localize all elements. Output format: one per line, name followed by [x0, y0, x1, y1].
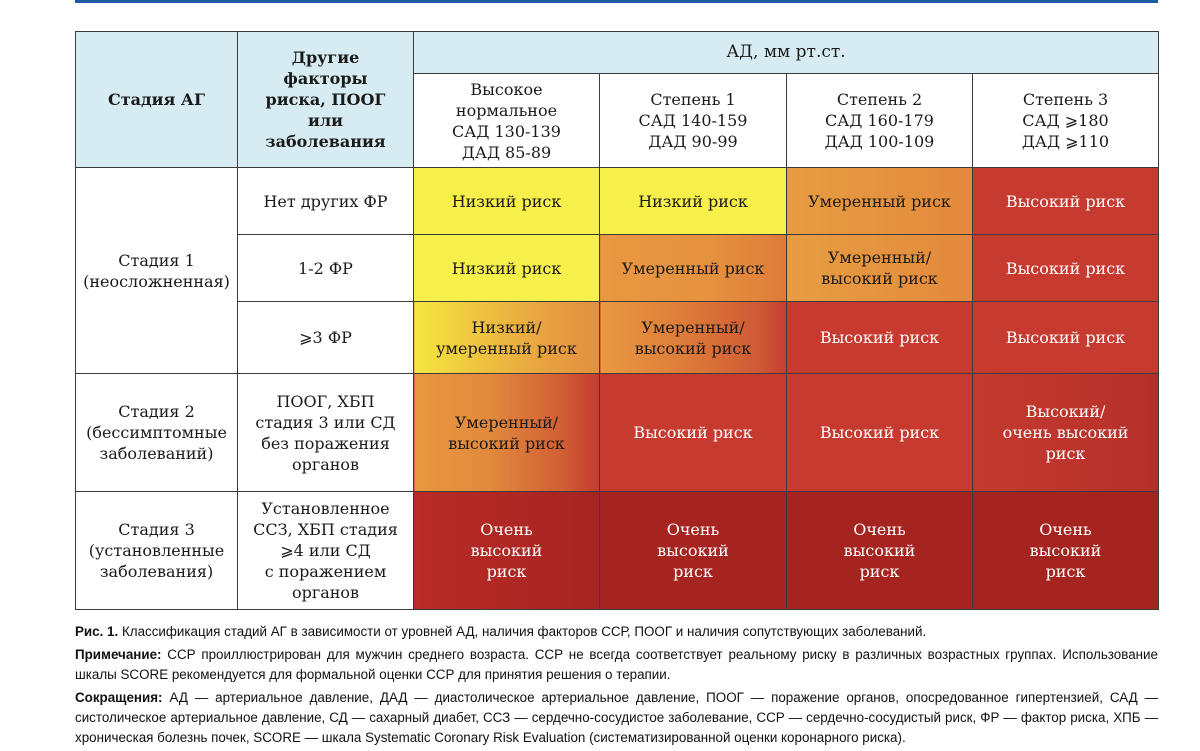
risk-classification-table: Стадия АГ Другие факторы риска, ПООГ или…: [75, 31, 1159, 610]
bp-col-header-high-normal: Высокое нормальное САД 130-139 ДАД 85-89: [413, 73, 600, 168]
risk-cell: Умеренный/высокий риск: [413, 373, 600, 492]
risk-cell: Умеренный риск: [599, 234, 787, 302]
stage-column-header: Стадия АГ: [75, 31, 238, 168]
risk-cell: Низкий риск: [413, 167, 600, 235]
risk-cell: Высокий риск: [972, 301, 1159, 374]
risk-cell: Очень высокий риск: [972, 491, 1159, 610]
factor-row-2: 1-2 ФР: [237, 234, 414, 302]
risk-cell: Очень высокий риск: [786, 491, 973, 610]
bp-group-header: АД, мм рт.ст.: [413, 31, 1159, 74]
risk-cell: Умеренный/высокий риск: [786, 234, 973, 302]
stage-3-label: Стадия 3 (установленные заболевания): [75, 491, 238, 610]
risk-cell: Умеренный/высокий риск: [599, 301, 787, 374]
risk-cell: Высокий риск: [972, 234, 1159, 302]
bp-col-header-grade2: Степень 2 САД 160-179 ДАД 100-109: [786, 73, 973, 168]
risk-cell: Очень высокий риск: [413, 491, 600, 610]
top-rule: [75, 0, 1158, 3]
bp-col-header-grade1: Степень 1 САД 140-159 ДАД 90-99: [599, 73, 787, 168]
figure-title: Рис. 1. Классификация стадий АГ в зависи…: [75, 624, 927, 639]
risk-cell: Высокий риск: [599, 373, 787, 492]
risk-cell: Умеренный риск: [786, 167, 973, 235]
factor-row-5: Установленное ССЗ, ХБП стадия ⩾4 или СД с п…: [237, 491, 414, 610]
risk-cell: Высокий/очень высокий риск: [972, 373, 1159, 492]
factor-row-1: Нет других ФР: [237, 167, 414, 235]
figure-caption: Рис. 1. Классификация стадий АГ в зависи…: [75, 622, 1158, 751]
factor-row-3: ⩾3 ФР: [237, 301, 414, 374]
risk-cell: Высокий риск: [786, 373, 973, 492]
factors-column-header: Другие факторы риска, ПООГ или заболеван…: [237, 31, 414, 168]
figure-abbreviations: Сокращения: АД — артериальное давление, …: [75, 690, 1158, 745]
risk-cell: Низкий риск: [599, 167, 787, 235]
figure-note: Примечание: ССР проиллюстрирован для муж…: [75, 647, 1158, 682]
risk-cell: Высокий риск: [972, 167, 1159, 235]
factor-row-4: ПООГ, ХБП стадия 3 или СД без поражения орг…: [237, 373, 414, 492]
stage-1-label: Стадия 1 (неосложненная): [75, 167, 238, 374]
stage-2-label: Стадия 2 (бессимптомные заболеваний): [75, 373, 238, 492]
risk-cell: Низкий риск: [413, 234, 600, 302]
risk-cell: Низкий/умеренный риск: [413, 301, 600, 374]
risk-cell: Высокий риск: [786, 301, 973, 374]
bp-col-header-grade3: Степень 3 САД ⩾180 ДАД ⩾110: [972, 73, 1159, 168]
risk-cell: Очень высокий риск: [599, 491, 787, 610]
